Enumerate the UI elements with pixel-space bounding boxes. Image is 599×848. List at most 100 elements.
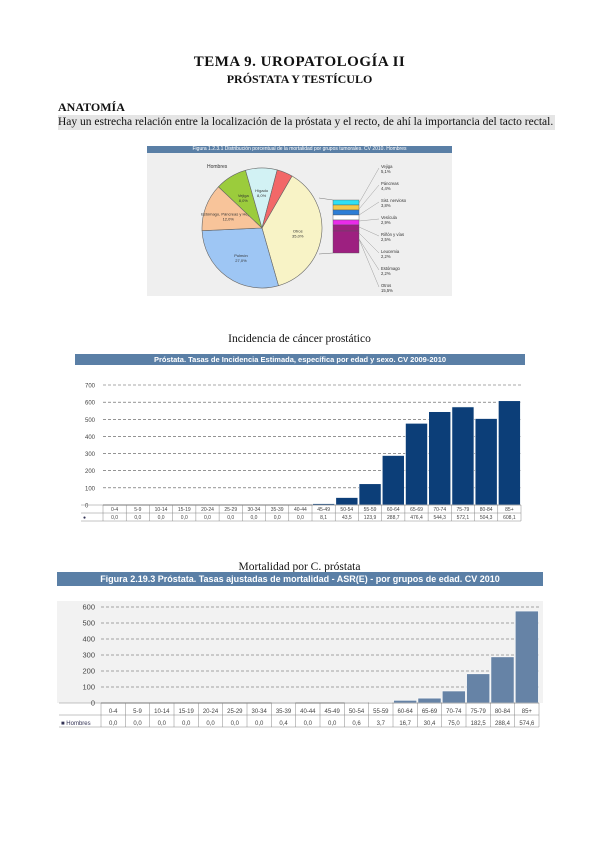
side-label-leader: [358, 238, 380, 271]
x-tick-label: 5-9: [133, 709, 142, 715]
x-tick-label: 45-49: [317, 507, 330, 513]
table-value: 572,1: [457, 515, 470, 521]
y-tick-label: 200: [85, 469, 96, 475]
side-label-name: Otros: [381, 283, 391, 288]
pie-slice-value: 8,0%: [257, 193, 267, 198]
side-label-value: 4,4%: [381, 186, 391, 191]
y-tick-label: 700: [85, 384, 96, 390]
table-value: 75,0: [448, 721, 460, 727]
table-value: 0,6: [352, 721, 361, 727]
side-label-name: Vejiga: [381, 164, 393, 169]
table-value: 0,0: [204, 515, 211, 521]
table-series-label: ■ Hombres: [61, 721, 91, 727]
table-value: 544,3: [433, 515, 446, 521]
incidence-figure: Próstata. Tasas de Incidencia Estimada, …: [75, 354, 525, 522]
bar: [451, 406, 475, 506]
table-value: 0,0: [109, 721, 118, 727]
table-value: 0,0: [250, 515, 257, 521]
x-tick-label: 60-64: [387, 507, 400, 513]
mortality-figure-header: Figura 2.19.3 Próstata. Tasas ajustadas …: [57, 572, 543, 586]
y-tick-label: 400: [85, 435, 96, 441]
x-tick-label: 35-39: [271, 507, 284, 513]
incidence-chart: 0 100 200 300 400 500 600 700 0-4 0,0 5-9 0,0 10-14 0…: [75, 379, 525, 522]
document-title: TEMA 9. UROPATOLOGÍA II: [193, 54, 406, 70]
bar: [417, 697, 442, 704]
pie-slice-label: Vejiga: [238, 193, 250, 198]
stacked-segment: [332, 230, 360, 254]
x-tick-label: 10-14: [155, 507, 168, 513]
side-label-leader: [358, 218, 380, 222]
x-tick-label: 55-59: [373, 709, 389, 715]
stacked-segment: [332, 209, 360, 216]
x-tick-label: 25-29: [224, 507, 237, 513]
x-tick-label: 15-19: [178, 709, 194, 715]
pie-figure-header: Figura 1.2.3.1 Distribución porcentual d…: [147, 146, 452, 153]
x-tick-label: 25-29: [227, 709, 243, 715]
x-tick-label: 70-74: [433, 507, 446, 513]
table-value: 608,1: [503, 515, 516, 521]
pie-slice-label: Otros: [293, 228, 303, 233]
pie-slice: [261, 175, 323, 287]
x-tick-label: 15-19: [178, 507, 191, 513]
side-label-leader: [358, 232, 380, 254]
x-tick-label: 60-64: [397, 709, 413, 715]
bar: [428, 411, 452, 506]
side-label-value: 3,8%: [381, 203, 391, 208]
x-tick-label: 5-9: [134, 507, 141, 513]
table-value: 0,0: [181, 515, 188, 521]
pie-slice: [261, 169, 293, 229]
side-label-value: 2,2%: [381, 254, 391, 259]
table-value: 0,0: [274, 515, 281, 521]
x-tick-label: 0-4: [109, 709, 118, 715]
bar: [381, 455, 405, 506]
table-value: 0,0: [297, 515, 304, 521]
x-tick-label: 40-44: [300, 709, 316, 715]
pie-slice-value: 8,0%: [239, 198, 249, 203]
side-label-leader: [358, 238, 380, 288]
x-tick-label: 75-79: [470, 709, 486, 715]
section-paragraph: Hay un estrecha relación entre la locali…: [58, 115, 556, 130]
side-label-leader: [358, 184, 380, 210]
x-tick-label: 30-34: [251, 709, 267, 715]
bar: [405, 423, 428, 506]
table-value: 0,0: [133, 721, 142, 727]
pie-figure: Otros 35,0% Pulmón 27,0% Estómago, Páncreas …: [147, 146, 452, 296]
y-tick-label: 600: [82, 603, 95, 612]
mortality-figure: Figura 2.19.3 Próstata. Tasas ajustadas …: [57, 572, 543, 732]
pie-slice: [201, 227, 279, 289]
table-value: 476,4: [410, 515, 423, 521]
x-tick-label: 50-54: [349, 709, 365, 715]
x-tick-label: 80-84: [480, 507, 493, 513]
table-value: 0,0: [227, 515, 234, 521]
x-tick-label: 85+: [505, 507, 514, 513]
y-tick-label: 400: [82, 635, 95, 644]
pie-slice-value: 27,0%: [235, 258, 247, 263]
x-tick-label: 20-24: [203, 709, 219, 715]
side-label-name: Riñón y vías: [381, 232, 404, 237]
table-value: 288,7: [387, 515, 400, 521]
pie-slice-value: 35,0%: [292, 233, 304, 238]
pie-legend-sex: Hombres: [207, 164, 228, 170]
stacked-segment: [332, 199, 360, 206]
table-value: 182,5: [471, 721, 487, 727]
x-tick-label: 0-4: [111, 507, 118, 513]
table-value: 0,4: [279, 721, 288, 727]
connector-line: [318, 197, 334, 201]
side-label-leader: [358, 226, 380, 237]
table-value: 0,0: [111, 515, 118, 521]
stacked-segment: [332, 224, 360, 232]
table-value: 0,0: [134, 515, 141, 521]
x-tick-label: 40-44: [294, 507, 307, 513]
table-value: 0,0: [158, 721, 167, 727]
side-label-name: Estómago: [381, 266, 401, 271]
table-value: 0,0: [231, 721, 240, 727]
x-tick-label: 55-59: [364, 507, 377, 513]
side-label-name: Páncreas: [381, 181, 399, 186]
y-tick-label: 300: [85, 452, 96, 458]
pie-slice-label: Pulmón: [234, 253, 248, 258]
table-value: 123,9: [364, 515, 377, 521]
table-value: 0,0: [182, 721, 191, 727]
table-value: 0,0: [328, 721, 337, 727]
y-tick-label: 600: [85, 401, 96, 407]
y-tick-label: 300: [82, 651, 95, 660]
